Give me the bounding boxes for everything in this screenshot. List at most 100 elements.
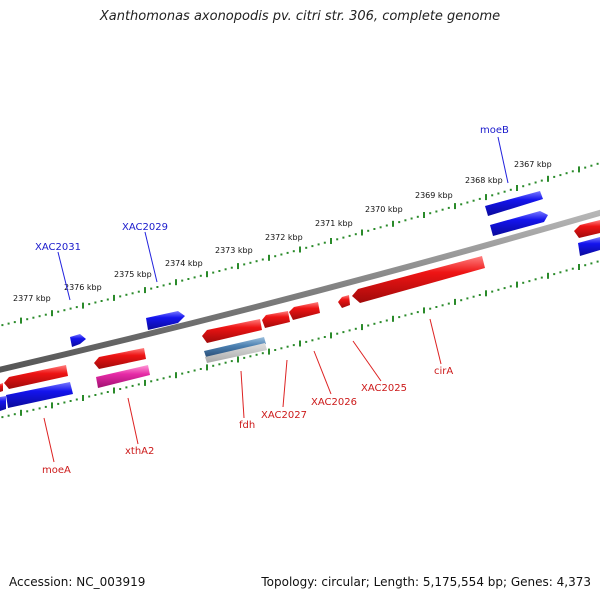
gene-labels: moeB XAC2029 XAC2031 moeA xthA2 fdh XAC2… [35,125,509,476]
gene-XAC2025[interactable] [338,295,350,308]
major-tick [330,332,332,339]
minor-tick [38,315,41,318]
label-XAC2027[interactable]: XAC2027 [261,410,307,421]
gene-XAC2029[interactable] [146,311,185,330]
major-tick [547,175,549,182]
minor-tick [88,395,91,398]
label-XAC2025[interactable]: XAC2025 [361,383,407,394]
minor-tick [230,266,233,269]
minor-tick [224,268,227,271]
minor-tick [503,190,506,193]
gene-left-edge[interactable] [0,396,6,411]
minor-tick [491,194,494,197]
minor-tick [305,340,308,343]
minor-tick [218,270,221,272]
major-tick [20,409,22,416]
minor-tick [75,398,78,401]
major-tick [51,310,53,317]
genome-summary-text: Topology: circular; Length: 5,175,554 bp… [261,575,591,589]
major-tick [361,324,363,331]
minor-tick [292,250,295,253]
gene-cirA[interactable] [352,256,485,303]
gene-moeA[interactable] [4,365,68,389]
gene-fdh[interactable] [202,319,262,343]
minor-tick [528,183,531,186]
minor-tick [181,372,184,375]
minor-tick [385,319,388,322]
gene-XAC2026[interactable] [289,302,320,320]
major-tick [578,166,580,173]
major-tick [20,317,22,324]
major-tick [516,185,518,191]
minor-tick [540,179,543,182]
minor-tick [553,175,556,178]
minor-tick [509,285,512,288]
feature-xthA2-rna[interactable] [96,365,150,388]
gene-moeA-forward[interactable] [6,382,73,408]
label-XAC2026[interactable]: XAC2026 [311,397,357,408]
minor-tick [193,369,196,372]
major-tick [423,307,425,314]
label-xthA2[interactable]: xthA2 [125,446,154,457]
minor-tick [348,329,351,332]
minor-tick [286,251,289,254]
major-tick [268,348,270,355]
label-XAC2031[interactable]: XAC2031 [35,242,81,253]
feature-fdh-steel[interactable] [204,337,266,357]
major-tick [330,238,332,244]
label-fdh[interactable]: fdh [239,420,255,431]
major-tick [361,229,363,236]
gene-right-edge-a[interactable] [574,220,600,238]
minor-tick [373,228,376,230]
major-tick [392,315,394,322]
tick-label: 2376 kbp [64,283,102,292]
label-cirA[interactable]: cirA [434,366,453,377]
gene-moeB-a[interactable] [485,191,543,216]
gene-left-edge-red[interactable] [0,383,3,392]
minor-tick [168,375,171,378]
minor-tick [472,199,475,202]
feature-fdh-grey[interactable] [205,343,267,363]
minor-tick [379,321,382,324]
minor-tick [125,293,128,296]
label-leaders [43,136,509,463]
minor-tick [571,267,574,270]
minor-tick [367,324,370,327]
other-features [96,337,267,388]
minor-tick [336,332,339,335]
minor-tick [280,347,283,350]
minor-tick [596,162,599,165]
minor-tick [261,258,264,261]
minor-tick [410,312,413,315]
minor-tick [342,236,345,239]
minor-tick [7,322,10,325]
gene-XAC2031[interactable] [70,334,86,347]
gene-xthA2-red[interactable] [94,348,146,369]
minor-tick [274,349,277,351]
minor-tick [94,301,97,304]
minor-tick [429,307,432,310]
minor-tick [13,413,16,416]
leader-cirA [429,318,442,365]
label-XAC2029[interactable]: XAC2029 [122,222,168,233]
gene-right-edge-b[interactable] [578,237,600,256]
tick-label: 2374 kbp [165,259,203,268]
major-tick [485,290,487,297]
minor-tick [212,364,215,367]
gene-XAC2027[interactable] [262,311,290,328]
minor-tick [131,384,134,387]
gene-moeB-b[interactable] [490,211,548,236]
minor-tick [131,292,134,295]
minor-tick [26,318,29,321]
minor-tick [416,215,419,218]
label-moeB[interactable]: moeB [480,125,509,136]
minor-tick [367,229,370,232]
label-moeA[interactable]: moeA [42,465,71,476]
minor-tick [26,410,29,413]
major-tick [237,263,239,270]
minor-tick [522,185,525,188]
tick-label: 2368 kbp [465,176,503,185]
minor-tick [156,378,159,381]
minor-tick [261,352,264,355]
